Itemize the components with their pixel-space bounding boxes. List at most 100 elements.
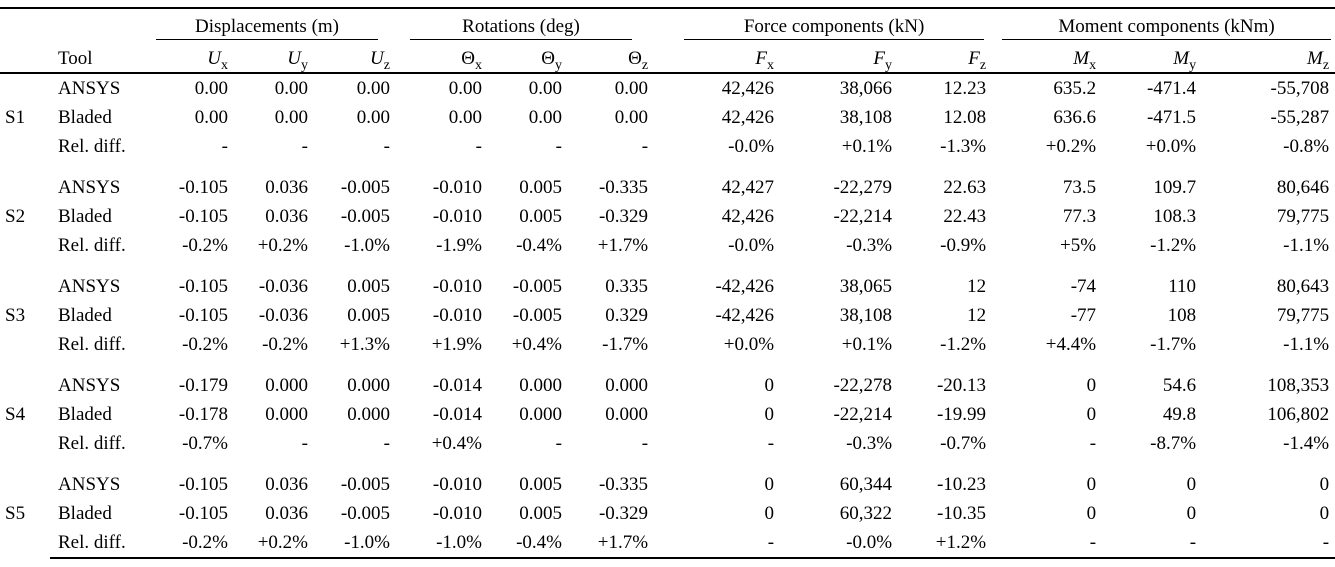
- table-cell: 0.005: [347, 304, 390, 326]
- table-cell: -22,214: [833, 403, 893, 425]
- column-header-fx: Fx: [654, 40, 781, 74]
- column-header-mz: Mz: [1202, 40, 1335, 74]
- tool-label: Rel. diff.: [50, 528, 150, 559]
- table-cell: -0.105: [178, 502, 228, 524]
- table-cell: -1.3%: [940, 135, 987, 157]
- group-header-forces: Force components (kN): [654, 7, 993, 40]
- table-cell: 0.000: [519, 403, 562, 425]
- table-cell: -0.105: [178, 176, 228, 198]
- table-cell: 0.00: [274, 106, 308, 128]
- table-cell: -0.105: [178, 205, 228, 227]
- table-cell: -8.7%: [1150, 432, 1197, 454]
- table-cell: 0.00: [448, 77, 482, 99]
- table-cell: -0.036: [258, 275, 308, 297]
- table-cell: 636.6: [1053, 106, 1097, 128]
- table-cell: -0.8%: [1283, 135, 1330, 157]
- table-cell: 0.036: [265, 205, 308, 227]
- table-cell: -20.13: [936, 374, 987, 396]
- table-cell: -0.105: [178, 473, 228, 495]
- table-cell: -0.010: [432, 275, 482, 297]
- table-cell: -: [475, 135, 482, 157]
- table-cell: 12.08: [943, 106, 987, 128]
- tool-label: ANSYS: [58, 473, 121, 495]
- table-cell: 0.005: [519, 473, 562, 495]
- table-cell: -1.0%: [314, 528, 396, 559]
- table-row: Bladed -0.178 0.000 0.000 -0.014 0.000 0.000 0 -…: [0, 400, 1335, 429]
- table-cell: -0.005: [340, 205, 390, 227]
- table-cell: 0: [1086, 473, 1097, 495]
- table-cell: -: [1102, 528, 1203, 559]
- table-row: Rel. diff. -0.2% +0.2% -1.0% -1.9% -0.4% +1.7%…: [0, 231, 1335, 260]
- table-cell: -0.2%: [262, 333, 308, 355]
- table-cell: 0.00: [356, 77, 390, 99]
- table-cell: 0.00: [194, 106, 228, 128]
- table-cell: +0.4%: [431, 432, 482, 454]
- table-cell: -1.0%: [344, 234, 390, 256]
- group-header-displacements: Displacements (m): [150, 7, 396, 40]
- tool-label: ANSYS: [58, 176, 121, 198]
- table-cell: -1.2%: [1150, 234, 1197, 256]
- table-cell: 108.3: [1153, 205, 1197, 227]
- table-cell: -0.005: [340, 176, 390, 198]
- table-cell: -0.4%: [516, 234, 562, 256]
- header-spacer: [0, 7, 150, 40]
- table-cell: -: [767, 432, 775, 454]
- table-cell: 38,108: [839, 304, 893, 326]
- table-cell: -55,708: [1270, 77, 1330, 99]
- group-header-moments: Moment components (kNm): [992, 7, 1335, 40]
- table-cell: 22.43: [943, 205, 987, 227]
- table-cell: 0.036: [265, 502, 308, 524]
- table-cell: 12.23: [943, 77, 987, 99]
- table-cell: 80,646: [1276, 176, 1330, 198]
- table-cell: +0.1%: [841, 135, 893, 157]
- group-label: S5: [5, 503, 26, 524]
- table-cell: -0.178: [178, 403, 228, 425]
- table-cell: 0.000: [265, 374, 308, 396]
- table-cell: -0.2%: [182, 333, 228, 355]
- table-cell: -0.005: [512, 275, 562, 297]
- column-header-my: My: [1102, 40, 1203, 74]
- table-cell: 79,775: [1276, 205, 1330, 227]
- table-cell: 0.036: [265, 176, 308, 198]
- table-cell: -0.329: [598, 205, 649, 227]
- table-cell: +0.2%: [257, 234, 308, 256]
- table-cell: -0.014: [432, 374, 482, 396]
- table-cell: 0.000: [605, 403, 649, 425]
- table-cell: -0.010: [432, 176, 482, 198]
- table-cell: -0.2%: [150, 528, 234, 559]
- table-cell: +0.0%: [1145, 135, 1197, 157]
- tool-label: Bladed: [58, 106, 112, 128]
- table-row: Bladed -0.105 0.036 -0.005 -0.010 0.005 -0.329…: [0, 202, 1335, 231]
- table-cell: -0.014: [432, 403, 482, 425]
- table-cell: 80,643: [1276, 275, 1330, 297]
- table-cell: -0.9%: [940, 234, 987, 256]
- table-cell: -1.7%: [1150, 333, 1197, 355]
- tool-label: Rel. diff.: [58, 234, 126, 256]
- table-cell: +0.1%: [841, 333, 893, 355]
- tool-label: ANSYS: [58, 275, 121, 297]
- table-cell: +5%: [1060, 234, 1097, 256]
- table-cell: 0.00: [356, 106, 390, 128]
- table-cell: 0.00: [614, 77, 649, 99]
- table-cell: 0.00: [448, 106, 482, 128]
- tool-label: Rel. diff.: [58, 333, 126, 355]
- table-cell: 38,108: [839, 106, 893, 128]
- table-cell: 0.329: [605, 304, 649, 326]
- table-cell: 60,322: [839, 502, 893, 524]
- table-cell: +1.3%: [339, 333, 390, 355]
- table-cell: +0.2%: [1045, 135, 1097, 157]
- table-cell: -10.35: [936, 502, 987, 524]
- tool-label: Rel. diff.: [58, 432, 126, 454]
- table-cell: -1.0%: [396, 528, 488, 559]
- table-cell: 0: [1186, 473, 1197, 495]
- table-cell: 0.036: [265, 473, 308, 495]
- table-cell: -55,287: [1270, 106, 1330, 128]
- table-cell: 0: [1186, 502, 1197, 524]
- tool-label: Bladed: [58, 502, 112, 524]
- tool-label: Bladed: [58, 205, 112, 227]
- table-cell: 0.00: [274, 77, 308, 99]
- table-cell: 0.335: [605, 275, 649, 297]
- table-cell: 110: [1168, 275, 1197, 297]
- table-cell: -0.3%: [846, 432, 893, 454]
- table-cell: -0.3%: [846, 234, 893, 256]
